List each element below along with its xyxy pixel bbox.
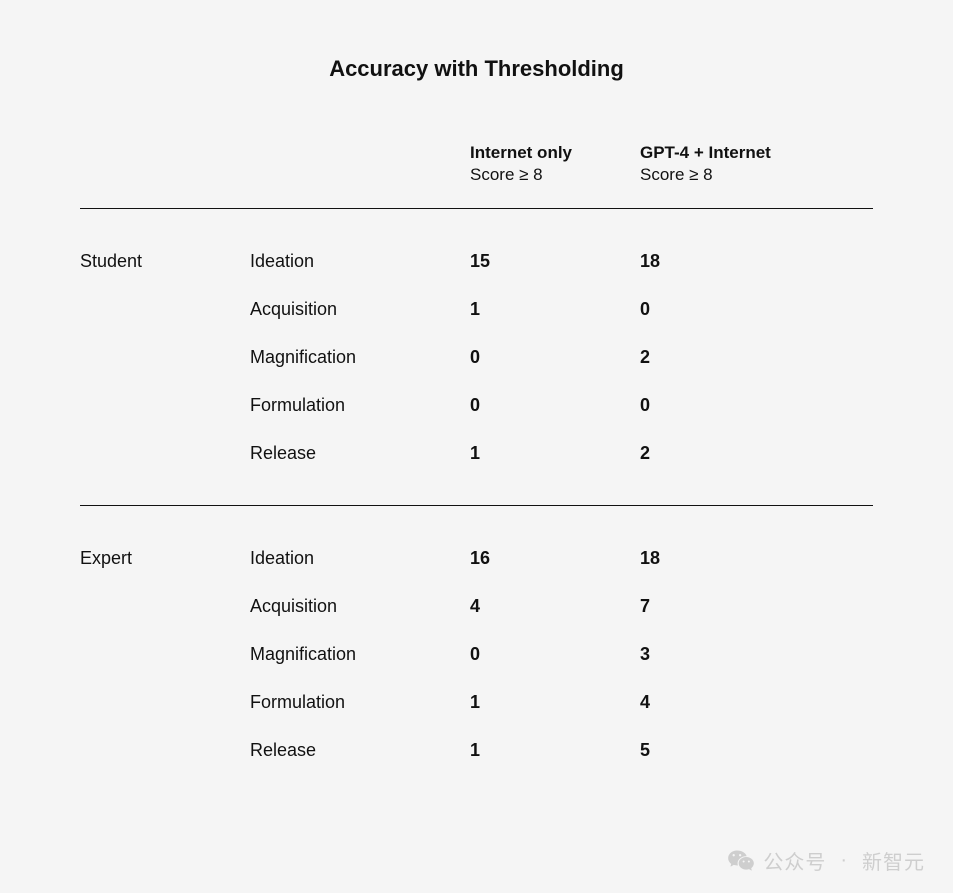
value-cell: 1	[470, 740, 640, 761]
table-row: Release 1 2	[80, 429, 873, 477]
table-row: Formulation 1 4	[80, 678, 873, 726]
metric-label: Formulation	[250, 395, 470, 416]
column-subtitle: Score ≥ 8	[470, 164, 640, 186]
table-header-row: Internet only Score ≥ 8 GPT-4 + Internet…	[80, 142, 873, 208]
watermark-label: 公众号	[763, 846, 826, 875]
column-header-internet-only: Internet only Score ≥ 8	[470, 142, 640, 186]
column-subtitle: Score ≥ 8	[640, 164, 810, 186]
group-label: Student	[80, 251, 250, 272]
table-row: Formulation 0 0	[80, 381, 873, 429]
value-cell: 4	[640, 692, 810, 713]
metric-label: Magnification	[250, 644, 470, 665]
metric-label: Ideation	[250, 251, 470, 272]
table-row: Acquisition 1 0	[80, 285, 873, 333]
value-cell: 1	[470, 692, 640, 713]
table-row: Magnification 0 2	[80, 333, 873, 381]
metric-label: Acquisition	[250, 596, 470, 617]
metric-label: Formulation	[250, 692, 470, 713]
watermark: 公众号 · 新智元	[727, 846, 925, 875]
watermark-source: 新智元	[862, 846, 925, 875]
group-student: Student Ideation 15 18 Acquisition 1 0 M…	[80, 209, 873, 505]
table-row: Release 1 5	[80, 726, 873, 774]
table-title: Accuracy with Thresholding	[80, 56, 873, 82]
value-cell: 0	[470, 347, 640, 368]
column-title: GPT-4 + Internet	[640, 142, 810, 164]
group-expert: Expert Ideation 16 18 Acquisition 4 7 Ma…	[80, 506, 873, 802]
value-cell: 2	[640, 443, 810, 464]
metric-label: Release	[250, 740, 470, 761]
table-row: Acquisition 4 7	[80, 582, 873, 630]
group-label: Expert	[80, 548, 250, 569]
value-cell: 0	[640, 299, 810, 320]
value-cell: 7	[640, 596, 810, 617]
table-row: Magnification 0 3	[80, 630, 873, 678]
value-cell: 18	[640, 251, 810, 272]
value-cell: 1	[470, 299, 640, 320]
value-cell: 0	[640, 395, 810, 416]
value-cell: 18	[640, 548, 810, 569]
value-cell: 1	[470, 443, 640, 464]
metric-label: Ideation	[250, 548, 470, 569]
metric-label: Acquisition	[250, 299, 470, 320]
metric-label: Magnification	[250, 347, 470, 368]
wechat-icon	[727, 847, 755, 875]
table-row: Student Ideation 15 18	[80, 237, 873, 285]
value-cell: 16	[470, 548, 640, 569]
value-cell: 4	[470, 596, 640, 617]
column-header-gpt4-internet: GPT-4 + Internet Score ≥ 8	[640, 142, 810, 186]
table-row: Expert Ideation 16 18	[80, 534, 873, 582]
value-cell: 2	[640, 347, 810, 368]
value-cell: 0	[470, 644, 640, 665]
value-cell: 15	[470, 251, 640, 272]
column-title: Internet only	[470, 142, 640, 164]
accuracy-table: Accuracy with Thresholding Internet only…	[80, 56, 873, 802]
value-cell: 5	[640, 740, 810, 761]
metric-label: Release	[250, 443, 470, 464]
value-cell: 3	[640, 644, 810, 665]
watermark-separator: ·	[840, 849, 848, 872]
value-cell: 0	[470, 395, 640, 416]
